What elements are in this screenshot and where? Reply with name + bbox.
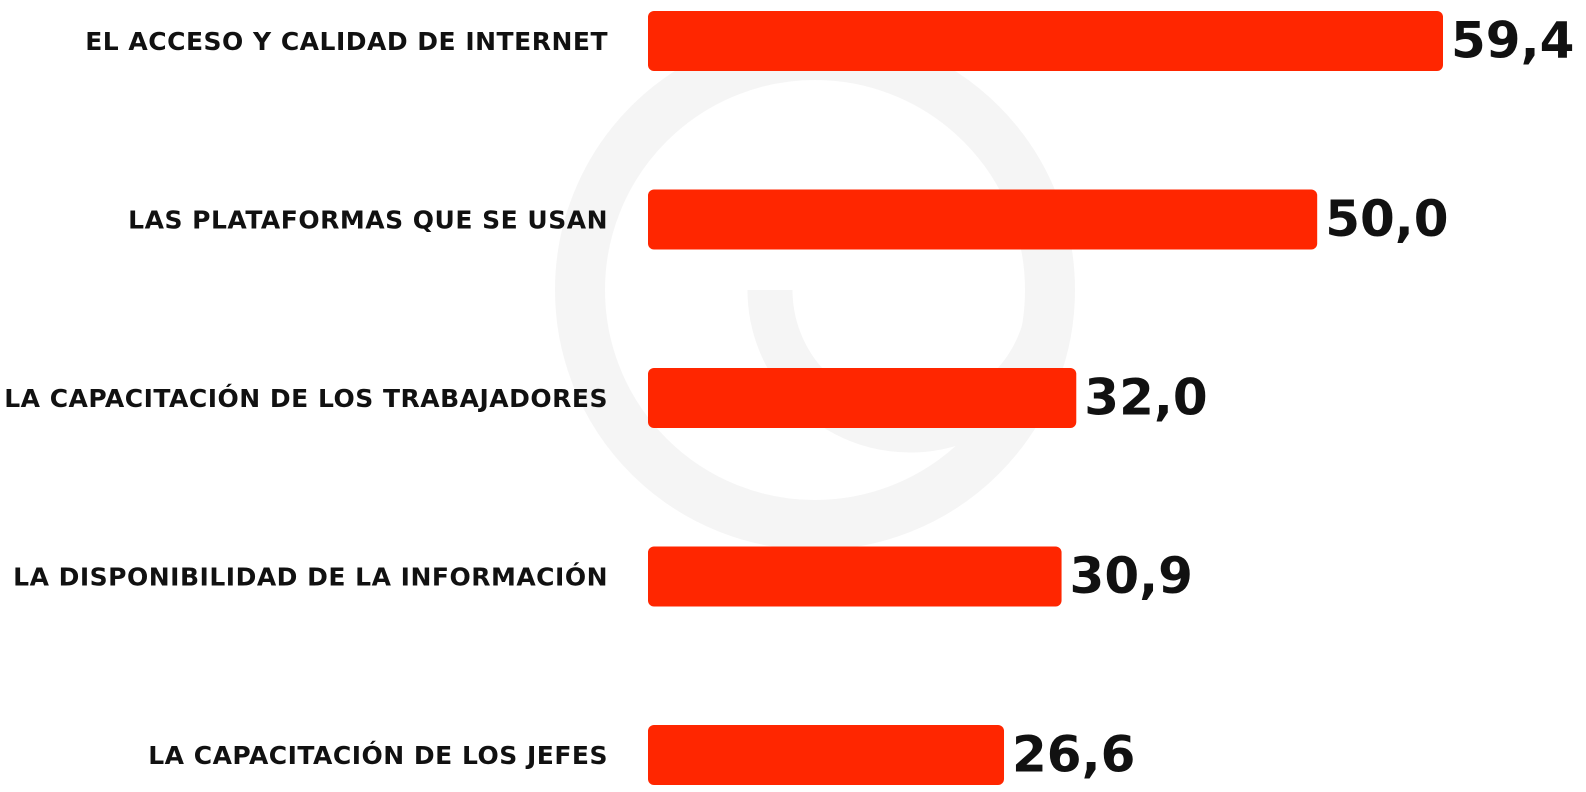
- bar: [648, 11, 1443, 71]
- bar: [648, 368, 1077, 428]
- category-label: LA DISPONIBILIDAD DE LA INFORMACIÓN: [13, 562, 608, 592]
- bar: [648, 189, 1318, 250]
- category-label: LA CAPACITACIÓN DE LOS JEFES: [148, 740, 608, 770]
- category-label: EL ACCESO Y CALIDAD DE INTERNET: [85, 27, 608, 56]
- category-label: LA CAPACITACIÓN DE LOS TRABAJADORES: [4, 383, 608, 413]
- bar: [648, 546, 1062, 607]
- value-label: 26,6: [1012, 726, 1135, 784]
- value-label: 30,9: [1070, 547, 1193, 605]
- value-label: 50,0: [1325, 190, 1448, 248]
- category-label: LAS PLATAFORMAS QUE SE USAN: [128, 206, 608, 235]
- watermark: [555, 30, 1075, 550]
- bar: [648, 725, 1005, 785]
- value-label: 59,4: [1451, 12, 1574, 70]
- value-label: 32,0: [1084, 369, 1207, 427]
